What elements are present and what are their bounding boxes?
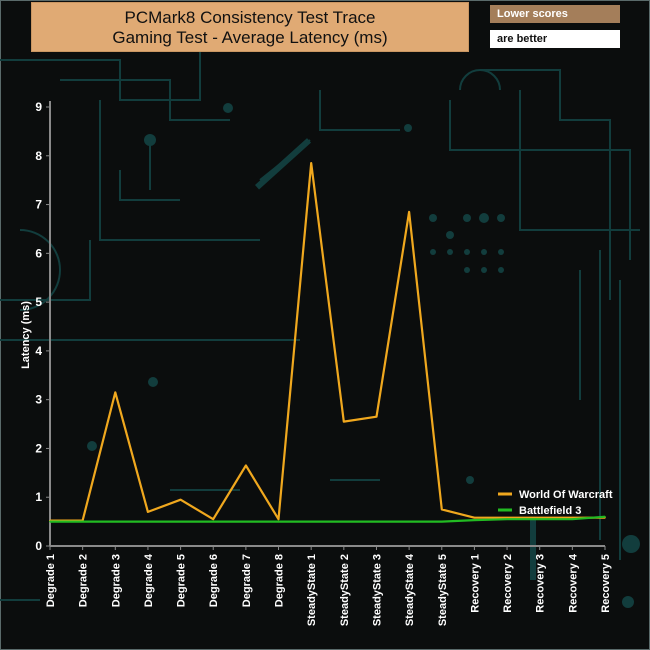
data-point: [310, 162, 312, 164]
x-tick-label: SteadyState 1: [306, 554, 318, 626]
x-tick-label: Recovery 4: [567, 553, 579, 613]
series-line-world-of-warcraft: [50, 162, 605, 522]
x-tick-label: Degrade 6: [208, 554, 220, 607]
x-tick-label: Degrade 5: [176, 554, 188, 607]
y-tick-label: 8: [35, 149, 42, 163]
chart-axes: [49, 101, 605, 547]
y-axis-title: Latency (ms): [20, 301, 32, 369]
legend-label: World Of Warcraft: [519, 489, 613, 501]
lower-scores-note: Lower scores: [490, 5, 620, 23]
data-point: [179, 520, 182, 523]
x-tick-label: SteadyState 3: [371, 554, 383, 626]
data-point: [408, 211, 410, 213]
data-point: [473, 519, 476, 521]
series-lines: [49, 162, 606, 523]
chart-title-box: PCMark8 Consistency Test Trace Gaming Te…: [31, 2, 469, 52]
data-point: [277, 520, 280, 523]
data-point: [212, 518, 215, 520]
data-point: [49, 520, 51, 523]
y-tick-label: 4: [35, 344, 42, 358]
chart-title: PCMark8 Consistency Test Trace: [124, 8, 376, 27]
y-axis-ticks: 0 1 2 3 4 5 6 7 8 9: [35, 100, 50, 553]
data-point: [506, 518, 508, 520]
data-point: [538, 518, 541, 520]
data-point: [277, 518, 280, 520]
x-tick-label: Recovery 1: [469, 554, 481, 613]
data-point: [571, 518, 574, 520]
data-point: [604, 515, 606, 518]
data-point: [179, 498, 182, 501]
x-tick-label: SteadyState 4: [404, 553, 416, 626]
chart-subtitle: Gaming Test - Average Latency (ms): [112, 28, 388, 47]
data-point: [81, 520, 84, 523]
are-better-note: are better: [490, 30, 620, 48]
x-tick-label: Recovery 2: [502, 554, 514, 613]
y-tick-label: 1: [35, 490, 42, 504]
data-point: [310, 520, 312, 523]
data-point: [473, 516, 476, 519]
data-point: [245, 520, 247, 523]
data-point: [440, 520, 443, 523]
y-tick-label: 0: [35, 539, 42, 553]
y-tick-label: 7: [35, 198, 42, 212]
series-line-battlefield-3: [50, 515, 606, 523]
data-point: [375, 415, 378, 418]
data-point: [212, 520, 215, 523]
y-tick-label: 9: [35, 100, 42, 114]
y-tick-label: 3: [35, 393, 42, 407]
data-point: [114, 520, 117, 523]
data-point: [147, 511, 149, 513]
x-tick-label: Degrade 7: [241, 554, 253, 607]
legend-label: Battlefield 3: [519, 505, 581, 517]
x-tick-label: SteadyState 5: [437, 554, 449, 626]
data-point: [408, 520, 410, 523]
x-tick-label: SteadyState 2: [339, 554, 351, 626]
chart-legend: World Of Warcraft Battlefield 3: [498, 489, 613, 517]
x-tick-label: Degrade 8: [274, 554, 286, 607]
data-point: [440, 508, 443, 511]
x-tick-label: Degrade 4: [143, 553, 155, 607]
data-point: [147, 520, 149, 523]
x-tick-label: Degrade 1: [45, 554, 57, 607]
data-point: [114, 391, 117, 394]
y-tick-label: 6: [35, 246, 42, 260]
x-tick-label: Recovery 5: [600, 554, 612, 613]
x-axis-ticks: Degrade 1 Degrade 2 Degrade 3 Degrade 4 Degr…: [45, 546, 612, 626]
x-tick-label: Recovery 3: [535, 554, 547, 613]
y-tick-label: 2: [35, 441, 42, 455]
x-tick-label: Degrade 2: [78, 554, 90, 607]
data-point: [375, 520, 378, 523]
y-tick-label: 5: [35, 295, 42, 309]
data-point: [245, 464, 247, 467]
data-point: [343, 520, 345, 523]
data-point: [343, 420, 345, 423]
x-tick-label: Degrade 3: [110, 554, 122, 607]
